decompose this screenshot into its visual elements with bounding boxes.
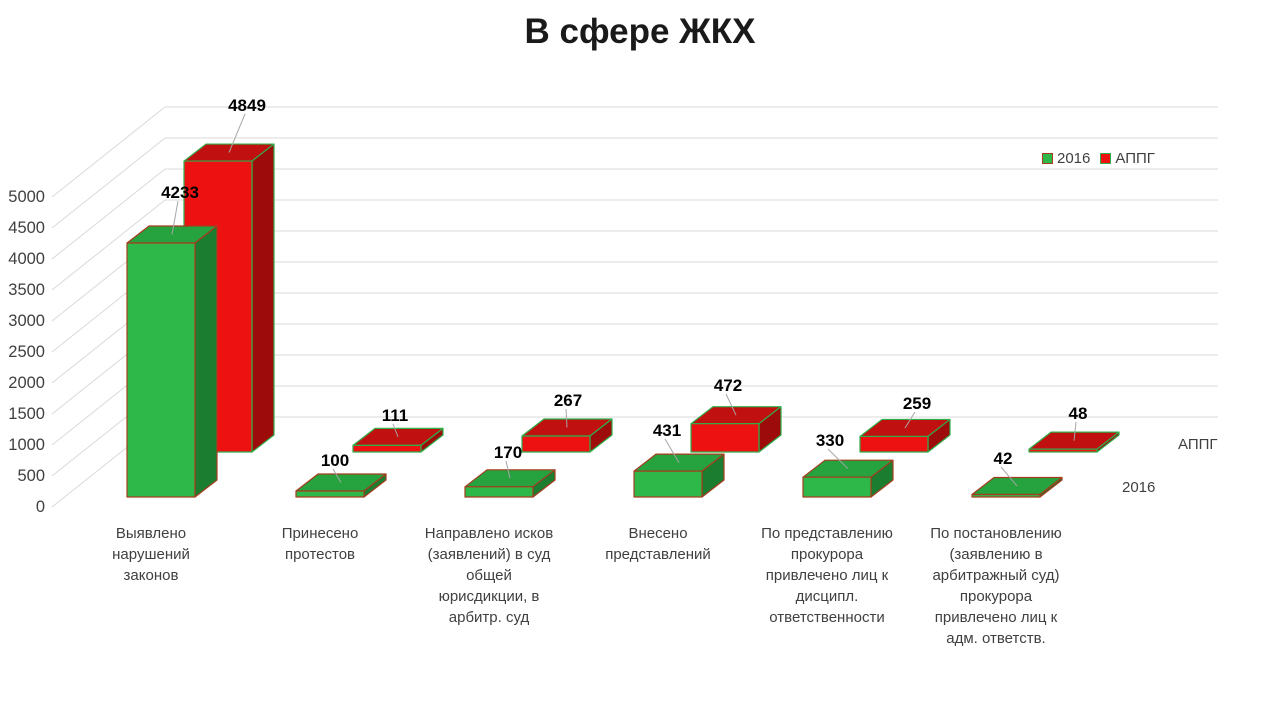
- bar-front-АППГ-5: [1028, 448, 1098, 453]
- data-label-АППГ-3: 472: [714, 376, 742, 395]
- y-tick-label: 3500: [8, 281, 45, 299]
- depth-axis-label-2016: 2016: [1122, 479, 1156, 496]
- gridline-depth: [51, 106, 166, 198]
- y-tick-label: 5000: [8, 188, 45, 206]
- y-tick-label: 0: [36, 498, 45, 516]
- legend-item-2016: 2016: [1042, 150, 1090, 167]
- bar-side-2016-0: [194, 225, 218, 498]
- leader-line: [725, 393, 737, 416]
- bar-front-АППГ-2: [521, 435, 591, 453]
- legend-label-appg: АППГ: [1115, 150, 1155, 167]
- leader-line: [565, 408, 568, 428]
- bar-front-2016-4: [802, 476, 872, 498]
- chart-title: В сфере ЖКХ: [524, 12, 756, 51]
- bar-front-АППГ-4: [859, 435, 929, 453]
- gridline-depth: [51, 199, 166, 291]
- y-tick-label: 2000: [8, 374, 45, 392]
- data-label-2016-4: 330: [816, 431, 844, 450]
- legend-swatch-appg: [1100, 153, 1112, 164]
- data-label-2016-0: 4233: [161, 183, 199, 202]
- leader-line: [505, 460, 511, 479]
- data-label-АППГ-5: 48: [1069, 404, 1088, 423]
- leader-line: [228, 113, 246, 153]
- y-tick-label: 2500: [8, 343, 45, 361]
- data-label-АППГ-4: 259: [903, 394, 931, 413]
- gridline-depth: [51, 137, 166, 229]
- data-label-2016-2: 170: [494, 443, 522, 462]
- bar-front-2016-5: [971, 493, 1041, 498]
- bar-side-АППГ-0: [251, 143, 275, 453]
- leader-line: [332, 468, 342, 483]
- bar-front-2016-0: [126, 242, 196, 498]
- data-label-АППГ-0: 4849: [228, 96, 266, 115]
- leader-line: [827, 448, 849, 470]
- legend-swatch-2016: [1042, 153, 1053, 164]
- category-label-0: Выявлено нарушений законов: [112, 525, 190, 584]
- depth-axis-label-appg: АППГ: [1178, 436, 1218, 453]
- leader-line: [171, 200, 179, 235]
- leader-line: [392, 423, 399, 438]
- y-tick-label: 4000: [8, 250, 45, 268]
- legend-item-appg: АППГ: [1100, 150, 1155, 167]
- category-label-4: По представлению прокурора привлечено лиц …: [761, 525, 893, 626]
- bar-front-АППГ-1: [352, 444, 422, 453]
- bar-front-2016-2: [464, 486, 534, 498]
- legend: 2016 АППГ: [1042, 150, 1155, 167]
- y-tick-label: 4500: [8, 219, 45, 237]
- legend-label-2016: 2016: [1057, 150, 1091, 167]
- data-label-2016-3: 431: [653, 421, 681, 440]
- y-tick-label: 500: [17, 467, 45, 485]
- leader-line: [1073, 421, 1077, 441]
- bar-front-2016-1: [295, 490, 365, 498]
- category-label-3: Внесено представлений: [605, 525, 711, 563]
- y-tick-label: 3000: [8, 312, 45, 330]
- data-label-АППГ-2: 267: [554, 391, 582, 410]
- category-label-1: Принесено протестов: [282, 525, 359, 563]
- leader-line: [1000, 466, 1018, 487]
- category-label-2: Направлено исков (заявлений) в суд общей юр…: [425, 525, 553, 626]
- bar-front-АППГ-3: [690, 423, 760, 453]
- leader-line: [904, 411, 916, 429]
- category-label-5: По постановлению (заявлению в арбитражный …: [930, 525, 1062, 647]
- leader-line: [664, 438, 680, 463]
- data-label-АППГ-1: 111: [382, 406, 409, 425]
- gridline-depth: [51, 168, 166, 260]
- bar-front-2016-3: [633, 470, 703, 498]
- data-label-2016-5: 42: [994, 449, 1013, 468]
- data-label-2016-1: 100: [321, 451, 349, 470]
- y-tick-label: 1000: [8, 436, 45, 454]
- y-tick-label: 1500: [8, 405, 45, 423]
